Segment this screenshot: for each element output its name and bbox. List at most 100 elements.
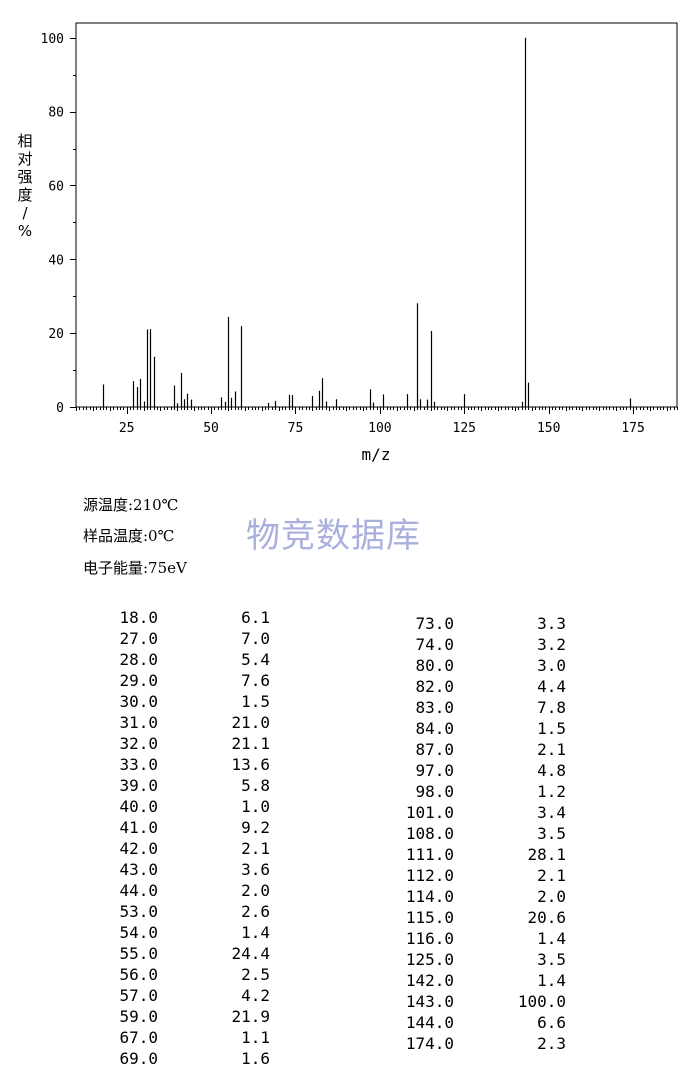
abundance-value: 100.0: [517, 992, 566, 1011]
watermark: 物竞数据库: [246, 516, 421, 556]
mz-value: 40.0: [119, 797, 158, 816]
mz-value: 44.0: [119, 881, 158, 900]
y-tick-label: 40: [48, 253, 64, 268]
peak-row: 87.0 2.1: [396, 739, 566, 760]
peak-row: 111.0 28.1: [396, 844, 566, 865]
peak-table-right: 73.0 3.3 74.0 3.2 80.0 3.0 82.0 4.4 83.0 7.8 84.0 1…: [396, 613, 566, 1054]
y-axis: 0 20 40 60 80 100: [41, 32, 76, 416]
electron-energy: 电子能量:75eV: [83, 559, 187, 577]
y-tick-label: 0: [56, 401, 64, 416]
mz-value: 174.0: [405, 1034, 454, 1053]
abundance-value: 21.1: [231, 734, 270, 753]
mz-value: 143.0: [405, 992, 454, 1011]
y-tick-label: 80: [48, 106, 64, 121]
peak-row: 98.0 1.2: [396, 781, 566, 802]
abundance-value: 7.8: [537, 698, 566, 717]
mz-value: 114.0: [405, 887, 454, 906]
peak-row: 125.0 3.5: [396, 949, 566, 970]
mz-value: 42.0: [119, 839, 158, 858]
mz-value: 41.0: [119, 818, 158, 837]
peak-row: 67.0 1.1: [100, 1027, 270, 1048]
mz-value: 33.0: [119, 755, 158, 774]
abundance-value: 3.5: [537, 824, 566, 843]
y-axis-label: 相对强度/%: [17, 132, 32, 240]
peak-row: 55.0 24.4: [100, 943, 270, 964]
abundance-value: 28.1: [527, 845, 566, 864]
mz-value: 87.0: [415, 740, 454, 759]
peak-row: 116.0 1.4: [396, 928, 566, 949]
peak-row: 18.0 6.1: [100, 607, 270, 628]
peak-row: 57.0 4.2: [100, 985, 270, 1006]
peak-row: 42.0 2.1: [100, 838, 270, 859]
peak-row: 54.0 1.4: [100, 922, 270, 943]
peak-row: 39.0 5.8: [100, 775, 270, 796]
abundance-value: 4.4: [537, 677, 566, 696]
abundance-value: 4.8: [537, 761, 566, 780]
peak-row: 27.0 7.0: [100, 628, 270, 649]
abundance-value: 6.6: [537, 1013, 566, 1032]
peak-row: 115.0 20.6: [396, 907, 566, 928]
mz-value: 27.0: [119, 629, 158, 648]
abundance-value: 3.4: [537, 803, 566, 822]
abundance-value: 1.4: [241, 923, 270, 942]
peak-row: 82.0 4.4: [396, 676, 566, 697]
abundance-value: 2.3: [537, 1034, 566, 1053]
abundance-value: 7.6: [241, 671, 270, 690]
abundance-value: 3.3: [537, 614, 566, 633]
mz-value: 32.0: [119, 734, 158, 753]
x-axis-label: m/z: [362, 445, 391, 464]
abundance-value: 6.1: [241, 608, 270, 627]
peak-row: 41.0 9.2: [100, 817, 270, 838]
mz-value: 29.0: [119, 671, 158, 690]
abundance-value: 5.4: [241, 650, 270, 669]
x-tick-label: 50: [203, 421, 219, 436]
peak-row: 44.0 2.0: [100, 880, 270, 901]
mz-value: 56.0: [119, 965, 158, 984]
mz-value: 53.0: [119, 902, 158, 921]
peak-row: 112.0 2.1: [396, 865, 566, 886]
peak-row: 144.0 6.6: [396, 1012, 566, 1033]
sample-temperature: 样品温度:0℃: [83, 527, 175, 545]
peak-bars: [102, 37, 632, 407]
abundance-value: 3.5: [537, 950, 566, 969]
abundance-value: 2.5: [241, 965, 270, 984]
peak-row: 53.0 2.6: [100, 901, 270, 922]
abundance-value: 2.1: [241, 839, 270, 858]
peak-row: 56.0 2.5: [100, 964, 270, 985]
peak-row: 43.0 3.6: [100, 859, 270, 880]
abundance-value: 13.6: [231, 755, 270, 774]
y-tick-label: 60: [48, 179, 64, 194]
abundance-value: 5.8: [241, 776, 270, 795]
mz-value: 67.0: [119, 1028, 158, 1047]
mz-value: 144.0: [405, 1013, 454, 1032]
abundance-value: 2.6: [241, 902, 270, 921]
x-tick-label: 125: [453, 421, 476, 436]
x-tick-label: 150: [537, 421, 560, 436]
mz-value: 43.0: [119, 860, 158, 879]
abundance-value: 2.0: [241, 881, 270, 900]
abundance-value: 1.2: [537, 782, 566, 801]
abundance-value: 3.2: [537, 635, 566, 654]
mz-value: 57.0: [119, 986, 158, 1005]
mz-value: 54.0: [119, 923, 158, 942]
peak-row: 29.0 7.6: [100, 670, 270, 691]
abundance-value: 1.5: [241, 692, 270, 711]
mz-value: 111.0: [405, 845, 454, 864]
peak-row: 143.0 100.0: [396, 991, 566, 1012]
peak-row: 74.0 3.2: [396, 634, 566, 655]
peak-row: 97.0 4.8: [396, 760, 566, 781]
abundance-value: 1.5: [537, 719, 566, 738]
peak-row: 30.0 1.5: [100, 691, 270, 712]
mz-value: 28.0: [119, 650, 158, 669]
peak-table-left: 18.0 6.1 27.0 7.0 28.0 5.4 29.0 7.6 30.0 1.5 31.0 2…: [100, 607, 270, 1069]
x-tick-label: 75: [288, 421, 304, 436]
mz-value: 18.0: [119, 608, 158, 627]
mz-value: 116.0: [405, 929, 454, 948]
x-axis: 25 50 75 100 125 150 175: [76, 407, 678, 436]
peak-row: 84.0 1.5: [396, 718, 566, 739]
peak-row: 59.0 21.9: [100, 1006, 270, 1027]
abundance-value: 1.4: [537, 929, 566, 948]
peak-row: 108.0 3.5: [396, 823, 566, 844]
mz-value: 97.0: [415, 761, 454, 780]
mz-value: 112.0: [405, 866, 454, 885]
